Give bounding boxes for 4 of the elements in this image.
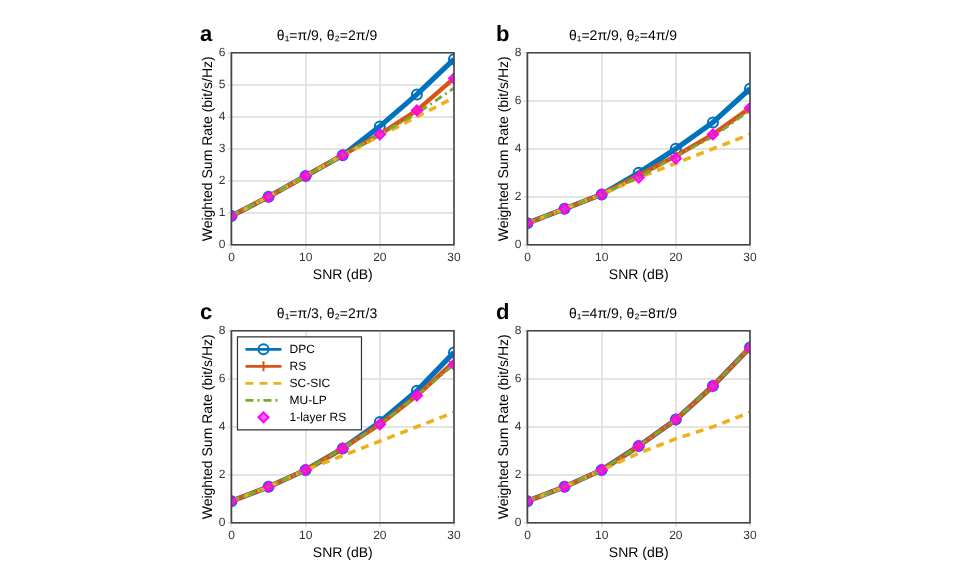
- text: b: [496, 23, 510, 48]
- text: c: [200, 301, 213, 326]
- text: a: [200, 23, 214, 48]
- text: d: [496, 301, 510, 326]
